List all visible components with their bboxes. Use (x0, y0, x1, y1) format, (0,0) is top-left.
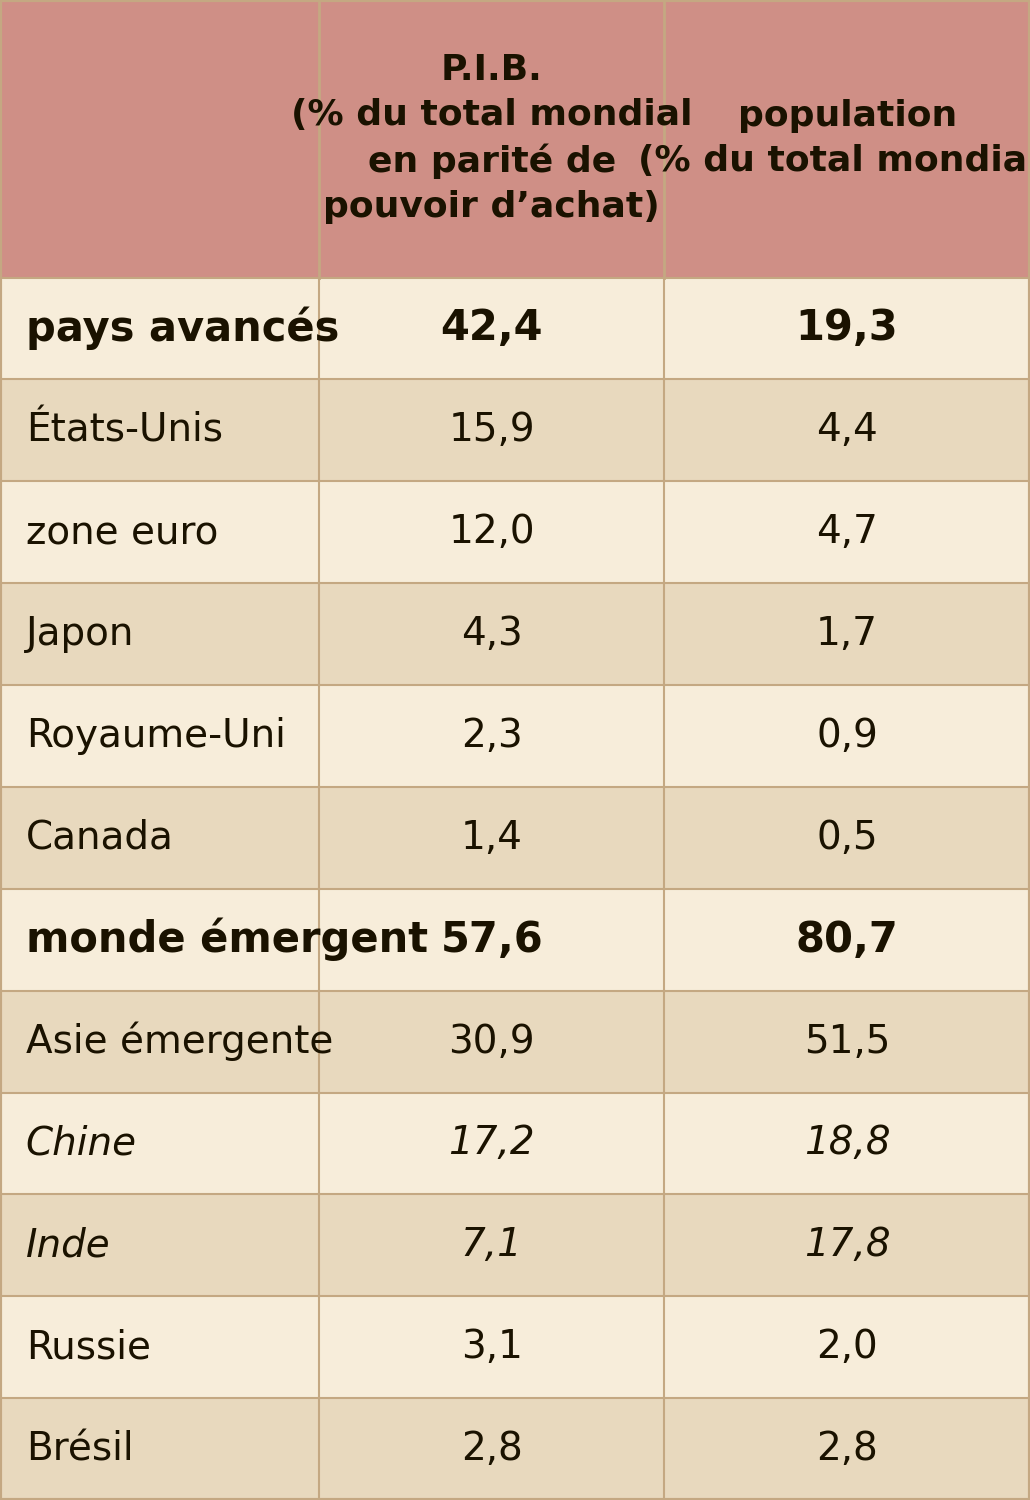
Text: 12,0: 12,0 (448, 513, 536, 550)
Text: 2,3: 2,3 (461, 717, 522, 754)
Text: Japon: Japon (26, 615, 134, 652)
Text: États-Unis: États-Unis (26, 411, 222, 450)
Text: Russie: Russie (26, 1328, 150, 1366)
Text: 7,1: 7,1 (460, 1227, 523, 1264)
Text: 30,9: 30,9 (448, 1023, 536, 1060)
Text: 18,8: 18,8 (803, 1125, 891, 1162)
Text: 80,7: 80,7 (796, 918, 898, 960)
Bar (0, 0, 1030, 278)
Text: 42,4: 42,4 (441, 308, 543, 350)
Text: 19,3: 19,3 (796, 308, 898, 350)
Text: 4,4: 4,4 (817, 411, 878, 450)
Text: 0,5: 0,5 (817, 819, 878, 856)
Bar (0, 584, 1030, 686)
Text: Canada: Canada (26, 819, 174, 856)
Text: 2,8: 2,8 (461, 1430, 522, 1468)
Bar (0, 990, 1030, 1092)
Bar (0, 1296, 1030, 1398)
Text: 57,6: 57,6 (441, 918, 543, 960)
Text: 15,9: 15,9 (448, 411, 536, 450)
Bar (0, 278, 1030, 380)
Text: 3,1: 3,1 (460, 1328, 523, 1366)
Text: 17,2: 17,2 (448, 1125, 536, 1162)
Bar (0, 380, 1030, 482)
Bar (0, 1194, 1030, 1296)
Bar (0, 788, 1030, 888)
Bar (0, 1398, 1030, 1500)
Text: 1,7: 1,7 (816, 615, 879, 652)
Bar (0, 888, 1030, 990)
Text: Royaume-Uni: Royaume-Uni (26, 717, 285, 754)
Text: zone euro: zone euro (26, 513, 218, 550)
Text: population
(% du total mondial): population (% du total mondial) (639, 99, 1030, 178)
Bar (0, 482, 1030, 584)
Text: Chine: Chine (26, 1125, 137, 1162)
Text: 4,3: 4,3 (461, 615, 522, 652)
Text: pays avancés: pays avancés (26, 306, 339, 350)
Text: 17,8: 17,8 (803, 1227, 891, 1264)
Text: 0,9: 0,9 (816, 717, 879, 754)
Text: 51,5: 51,5 (804, 1023, 890, 1060)
Text: 4,7: 4,7 (816, 513, 879, 550)
Text: P.I.B.
(% du total mondial
en parité de
pouvoir d’achat): P.I.B. (% du total mondial en parité de … (291, 54, 692, 223)
Bar (0, 1092, 1030, 1194)
Text: 2,0: 2,0 (817, 1328, 878, 1366)
Text: Asie émergente: Asie émergente (26, 1022, 333, 1062)
Text: monde émergent: monde émergent (26, 918, 427, 962)
Text: 2,8: 2,8 (817, 1430, 878, 1468)
Text: Inde: Inde (26, 1227, 110, 1264)
Text: Brésil: Brésil (26, 1430, 133, 1468)
Bar (0, 686, 1030, 788)
Text: 1,4: 1,4 (460, 819, 523, 856)
